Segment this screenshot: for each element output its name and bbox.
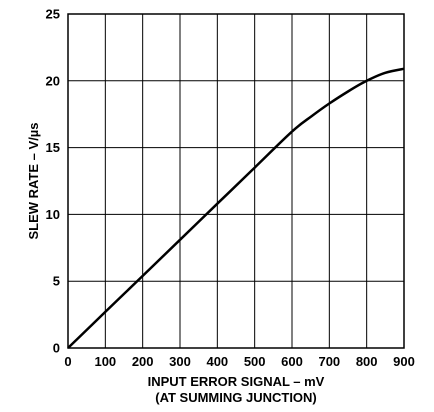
x-axis-label: INPUT ERROR SIGNAL – mV	[148, 374, 325, 389]
x-tick-label: 100	[94, 354, 116, 369]
plot-frame	[67, 13, 405, 349]
x-axis-label-line2: (AT SUMMING JUNCTION)	[155, 390, 317, 405]
x-tick-label: 0	[64, 354, 71, 369]
y-tick-label: 20	[46, 73, 60, 88]
x-tick-labels: 0 100 200 300 400 500 600 700 800 900	[64, 354, 414, 369]
x-tick-label: 500	[244, 354, 266, 369]
y-tick-label: 0	[53, 341, 60, 356]
y-tick-labels: 0 5 10 15 20 25	[46, 7, 60, 356]
x-tick-label: 900	[393, 354, 415, 369]
x-tick-label: 700	[318, 354, 340, 369]
x-tick-label: 400	[206, 354, 228, 369]
y-tick-label: 10	[46, 207, 60, 222]
x-tick-label: 600	[281, 354, 303, 369]
y-tick-label: 25	[46, 7, 60, 22]
grid-lines	[68, 14, 404, 348]
y-tick-label: 5	[53, 274, 60, 289]
x-tick-label: 800	[356, 354, 378, 369]
x-tick-label: 300	[169, 354, 191, 369]
x-tick-label: 200	[132, 354, 154, 369]
y-axis-label: SLEW RATE – V/µs	[26, 122, 41, 239]
series-line	[67, 67, 405, 349]
y-tick-label: 15	[46, 140, 60, 155]
